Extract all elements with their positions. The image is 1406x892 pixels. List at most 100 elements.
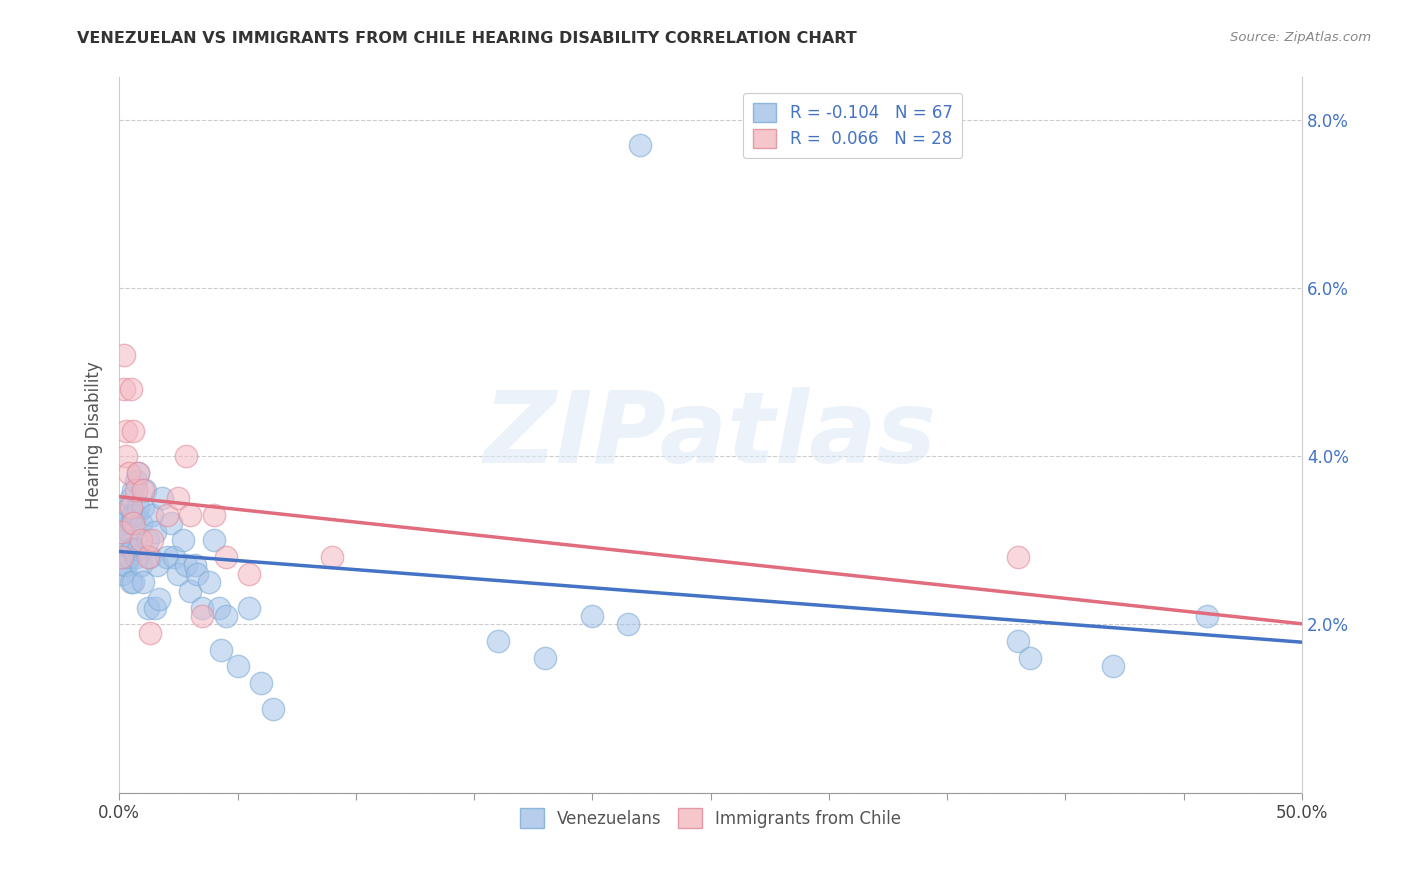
Point [112, 348, 135, 362]
Point [129, 558, 152, 573]
Point [238, 600, 260, 615]
Point [122, 424, 145, 438]
Point [262, 701, 284, 715]
Point [191, 600, 214, 615]
Point [120, 491, 142, 505]
Point [148, 592, 170, 607]
Point [122, 483, 145, 497]
Point [129, 533, 152, 548]
Point [136, 600, 159, 615]
Point [250, 676, 273, 690]
Point [122, 516, 145, 531]
Text: Source: ZipAtlas.com: Source: ZipAtlas.com [1230, 31, 1371, 45]
Point [122, 575, 145, 590]
Text: VENEZUELAN VS IMMIGRANTS FROM CHILE HEARING DISABILITY CORRELATION CHART: VENEZUELAN VS IMMIGRANTS FROM CHILE HEAR… [77, 31, 858, 46]
Point [167, 491, 190, 505]
Point [581, 609, 603, 624]
Point [112, 516, 135, 531]
Point [118, 524, 141, 539]
Point [179, 583, 201, 598]
Y-axis label: Hearing Disability: Hearing Disability [86, 361, 103, 509]
Point [134, 483, 156, 497]
Point [139, 550, 162, 565]
Point [179, 508, 201, 522]
Point [127, 466, 149, 480]
Point [191, 609, 214, 624]
Point [207, 600, 229, 615]
Point [118, 466, 141, 480]
Point [120, 500, 142, 514]
Point [215, 550, 238, 565]
Point [112, 558, 135, 573]
Point [120, 516, 142, 531]
Point [127, 541, 149, 556]
Point [141, 533, 163, 548]
Point [125, 483, 148, 497]
Point [136, 550, 159, 565]
Point [112, 382, 135, 396]
Point [125, 550, 148, 565]
Point [129, 516, 152, 531]
Point [198, 575, 221, 590]
Point [111, 566, 134, 581]
Point [120, 382, 142, 396]
Point [150, 491, 173, 505]
Point [617, 617, 640, 632]
Point [155, 550, 177, 565]
Point [111, 550, 134, 565]
Point [127, 500, 149, 514]
Point [238, 566, 260, 581]
Point [184, 558, 207, 573]
Point [174, 449, 197, 463]
Point [118, 500, 141, 514]
Point [111, 550, 134, 565]
Point [155, 508, 177, 522]
Point [120, 575, 142, 590]
Point [486, 634, 509, 648]
Text: ZIPatlas: ZIPatlas [484, 386, 938, 483]
Point [125, 475, 148, 489]
Point [321, 550, 343, 565]
Point [115, 533, 138, 548]
Point [143, 524, 166, 539]
Point [118, 550, 141, 565]
Point [139, 625, 162, 640]
Point [1197, 609, 1219, 624]
Point [167, 566, 190, 581]
Point [202, 508, 225, 522]
Point [146, 558, 169, 573]
Point [174, 558, 197, 573]
Point [1007, 634, 1029, 648]
Point [215, 609, 238, 624]
Point [132, 500, 155, 514]
Point [143, 600, 166, 615]
Point [122, 508, 145, 522]
Point [172, 533, 194, 548]
Point [115, 508, 138, 522]
Point [120, 541, 142, 556]
Point [125, 508, 148, 522]
Point [1101, 659, 1123, 673]
Point [132, 483, 155, 497]
Point [1007, 550, 1029, 565]
Point [226, 659, 249, 673]
Point [141, 508, 163, 522]
Point [122, 541, 145, 556]
Point [628, 137, 651, 152]
Point [163, 550, 186, 565]
Point [202, 533, 225, 548]
Point [115, 449, 138, 463]
Point [136, 533, 159, 548]
Point [209, 642, 232, 657]
Point [160, 516, 183, 531]
Point [111, 524, 134, 539]
Point [115, 424, 138, 438]
Point [186, 566, 208, 581]
Point [111, 524, 134, 539]
Point [132, 575, 155, 590]
Point [127, 466, 149, 480]
Point [1019, 651, 1042, 665]
Legend: Venezuelans, Immigrants from Chile: Venezuelans, Immigrants from Chile [513, 802, 908, 834]
Point [115, 558, 138, 573]
Point [534, 651, 557, 665]
